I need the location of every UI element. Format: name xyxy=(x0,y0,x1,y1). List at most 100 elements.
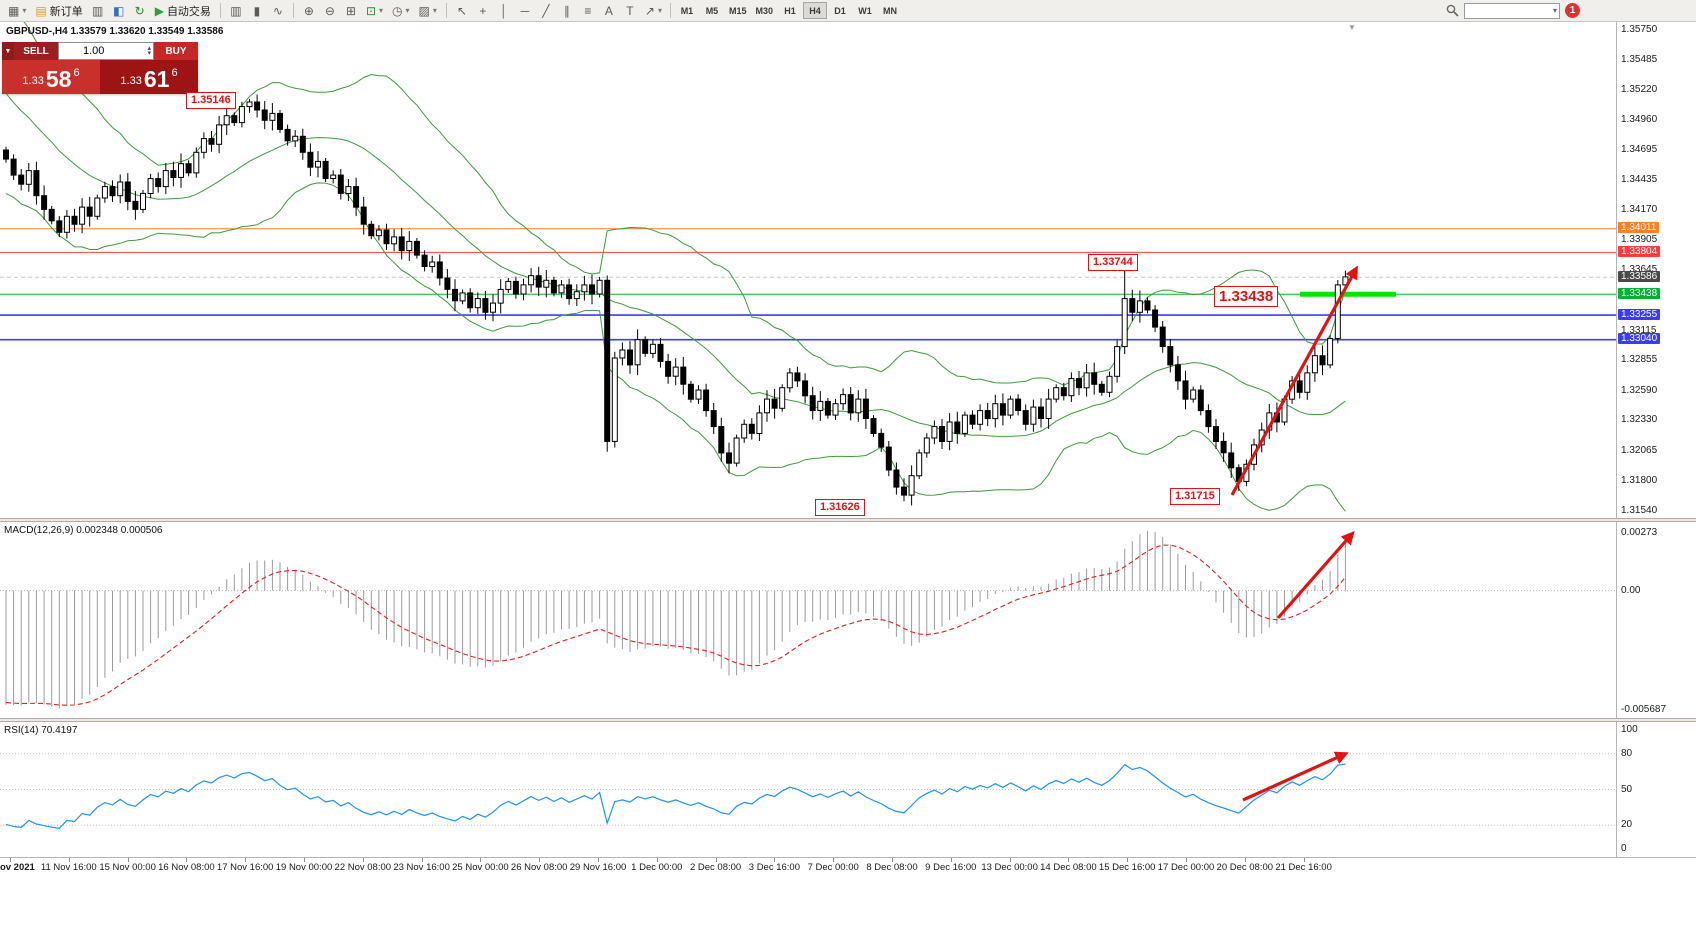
zoom-in-icon: ⊕ xyxy=(303,3,314,18)
tile-windows-button[interactable]: ⊞ xyxy=(341,2,361,20)
timeframe-w1-button[interactable]: W1 xyxy=(853,2,877,19)
price-axis-label: 1.32065 xyxy=(1621,444,1658,456)
fibonacci-button[interactable]: ≡ xyxy=(578,2,598,20)
time-tick xyxy=(480,858,482,862)
arrows-tool-dropdown-icon[interactable]: ▾ xyxy=(657,6,662,15)
chart-line-button[interactable]: ∿ xyxy=(268,2,288,20)
crosshair-icon: + xyxy=(479,3,487,18)
price-annotation[interactable]: 1.31626 xyxy=(815,499,865,516)
time-axis-label: 20 Dec 08:00 xyxy=(1216,862,1274,873)
equidistant-channel-icon: ∥ xyxy=(563,3,570,18)
volume-stepper[interactable]: 1.00 ▴ ▾ xyxy=(58,42,154,60)
price-annotation[interactable]: 1.31715 xyxy=(1170,488,1220,505)
templates-button[interactable]: ▨ ▾ xyxy=(415,2,441,20)
timeframe-toolbar: M1 M5 M15 M30 H1 H4 D1 W1 MN xyxy=(675,2,902,19)
equidistant-channel-button[interactable]: ∥ xyxy=(557,2,577,20)
price-annotation[interactable]: 1.35146 xyxy=(186,92,236,109)
periods-icon: ◷ xyxy=(392,3,403,18)
new-order-button[interactable]: ▤ 新订单 xyxy=(31,2,86,20)
price-axis-label: 1.33905 xyxy=(1621,234,1658,246)
text-button[interactable]: A xyxy=(599,2,619,20)
indicators-button[interactable]: ⊡ ▾ xyxy=(362,2,387,20)
time-tick xyxy=(539,858,541,862)
sell-price-button[interactable]: 1.33 58 6 xyxy=(2,60,100,94)
horizontal-line-button[interactable]: ─ xyxy=(515,2,535,20)
time-axis-label: 29 Nov 16:00 xyxy=(569,862,627,873)
macd-signal-line xyxy=(5,544,1346,706)
timeframe-m30-button[interactable]: M30 xyxy=(751,2,777,19)
autotrading-label: 自动交易 xyxy=(166,5,211,18)
time-tick xyxy=(362,858,364,862)
tile-windows-icon: ⊞ xyxy=(345,3,356,18)
timeframe-d1-button[interactable]: D1 xyxy=(828,2,852,19)
rsi-label: RSI(14) 70.4197 xyxy=(4,725,78,736)
autotrading-button[interactable]: ▶ 自动交易 xyxy=(151,2,215,20)
price-annotation[interactable]: 1.33744 xyxy=(1088,254,1138,271)
timeframe-mn-button[interactable]: MN xyxy=(878,2,902,19)
timeframe-m15-button[interactable]: M15 xyxy=(725,2,751,19)
timeframe-m5-button[interactable]: M5 xyxy=(700,2,724,19)
timeframe-h1-button[interactable]: H1 xyxy=(778,2,802,19)
time-tick xyxy=(656,858,658,862)
search-dropdown-icon[interactable]: ▾ xyxy=(1552,6,1557,15)
rsi-chart[interactable] xyxy=(0,722,1616,857)
pane-divider[interactable] xyxy=(0,718,1696,722)
price-axis-label: -0.005687 xyxy=(1621,704,1667,715)
zoom-out-button[interactable]: ⊖ xyxy=(320,2,340,20)
new-chart-button[interactable]: ▦ ▾ xyxy=(4,2,30,20)
buy-price-button[interactable]: 1.33 61 6 xyxy=(100,60,198,94)
periods-button[interactable]: ◷ ▾ xyxy=(388,2,414,20)
cursor-button[interactable]: ↖ xyxy=(452,2,472,20)
indicators-dropdown-icon[interactable]: ▾ xyxy=(379,6,384,15)
price-axis[interactable]: 1.35750 1.35485 1.35220 1.34960 1.34695 1.344… xyxy=(1616,22,1696,875)
time-tick xyxy=(245,858,247,862)
timeframe-h4-button[interactable]: H4 xyxy=(802,2,827,19)
new-chart-dropdown-icon[interactable]: ▾ xyxy=(22,6,27,15)
time-axis-label: 22 Nov 08:00 xyxy=(334,862,392,873)
chart-bars-button[interactable]: ▥ xyxy=(226,2,246,20)
search-icon[interactable] xyxy=(1446,4,1459,17)
sell-button[interactable]: SELL xyxy=(14,42,58,60)
time-axis-label: 19 Nov 00:00 xyxy=(275,862,333,873)
profiles-button[interactable]: ▥ xyxy=(88,2,108,20)
trendline-button[interactable]: ╱ xyxy=(536,2,556,20)
price-axis-label: 1.35485 xyxy=(1621,53,1658,65)
autotrading-icon: ▶ xyxy=(154,3,164,18)
macd-indicator-pane[interactable]: MACD(12,26,9) 0.002348 0.000506 xyxy=(0,522,1616,718)
trade-panel-collapse-icon[interactable]: ▼ xyxy=(2,42,14,60)
refresh-button[interactable]: ↻ xyxy=(130,2,150,20)
time-axis-label: 2 Dec 08:00 xyxy=(689,862,742,873)
trend-arrow xyxy=(1230,265,1358,496)
time-axis-label: 11 Nov 16:00 xyxy=(40,862,97,873)
search-box[interactable]: ▾ xyxy=(1463,2,1560,19)
timeframe-m1-button[interactable]: M1 xyxy=(675,2,699,19)
search-input[interactable] xyxy=(1464,3,1551,18)
text-label-button[interactable]: T xyxy=(620,2,640,20)
macd-chart[interactable] xyxy=(0,522,1616,718)
price-axis-label: 1.34170 xyxy=(1621,204,1658,216)
candlestick-chart[interactable] xyxy=(0,22,1616,518)
zoom-in-button[interactable]: ⊕ xyxy=(299,2,319,20)
vertical-line-button[interactable]: │ xyxy=(494,2,514,20)
price-axis-label: 1.33645 xyxy=(1621,264,1658,276)
time-axis-label: 14 Dec 08:00 xyxy=(1040,862,1097,873)
rsi-indicator-pane[interactable]: RSI(14) 70.4197 xyxy=(0,722,1616,857)
time-tick xyxy=(774,858,776,862)
templates-dropdown-icon[interactable]: ▾ xyxy=(432,6,437,15)
buy-button[interactable]: BUY xyxy=(154,42,198,60)
time-tick xyxy=(892,858,893,862)
time-axis-label: 17 Nov 16:00 xyxy=(216,862,274,873)
volume-spinner-icons[interactable]: ▴ ▾ xyxy=(147,45,151,57)
periods-dropdown-icon[interactable]: ▾ xyxy=(405,6,410,15)
market-watch-button[interactable]: ◧ xyxy=(109,2,129,20)
price-chart-pane[interactable]: ▼ GBPUSD-,H4 1.33579 1.33620 1.33549 1.3… xyxy=(0,22,1616,518)
chart-shift-marker[interactable]: ▼ xyxy=(1348,23,1356,32)
time-axis-label: 7 Dec 00:00 xyxy=(807,862,859,873)
chart-candles-button[interactable]: ▮ xyxy=(247,2,267,20)
pane-divider[interactable] xyxy=(0,518,1696,522)
crosshair-button[interactable]: + xyxy=(473,2,493,20)
price-annotation[interactable]: 1.33438 xyxy=(1214,286,1279,307)
arrows-tool-button[interactable]: ↗ ▾ xyxy=(641,2,666,20)
notifications-badge[interactable]: 1 xyxy=(1565,3,1580,18)
